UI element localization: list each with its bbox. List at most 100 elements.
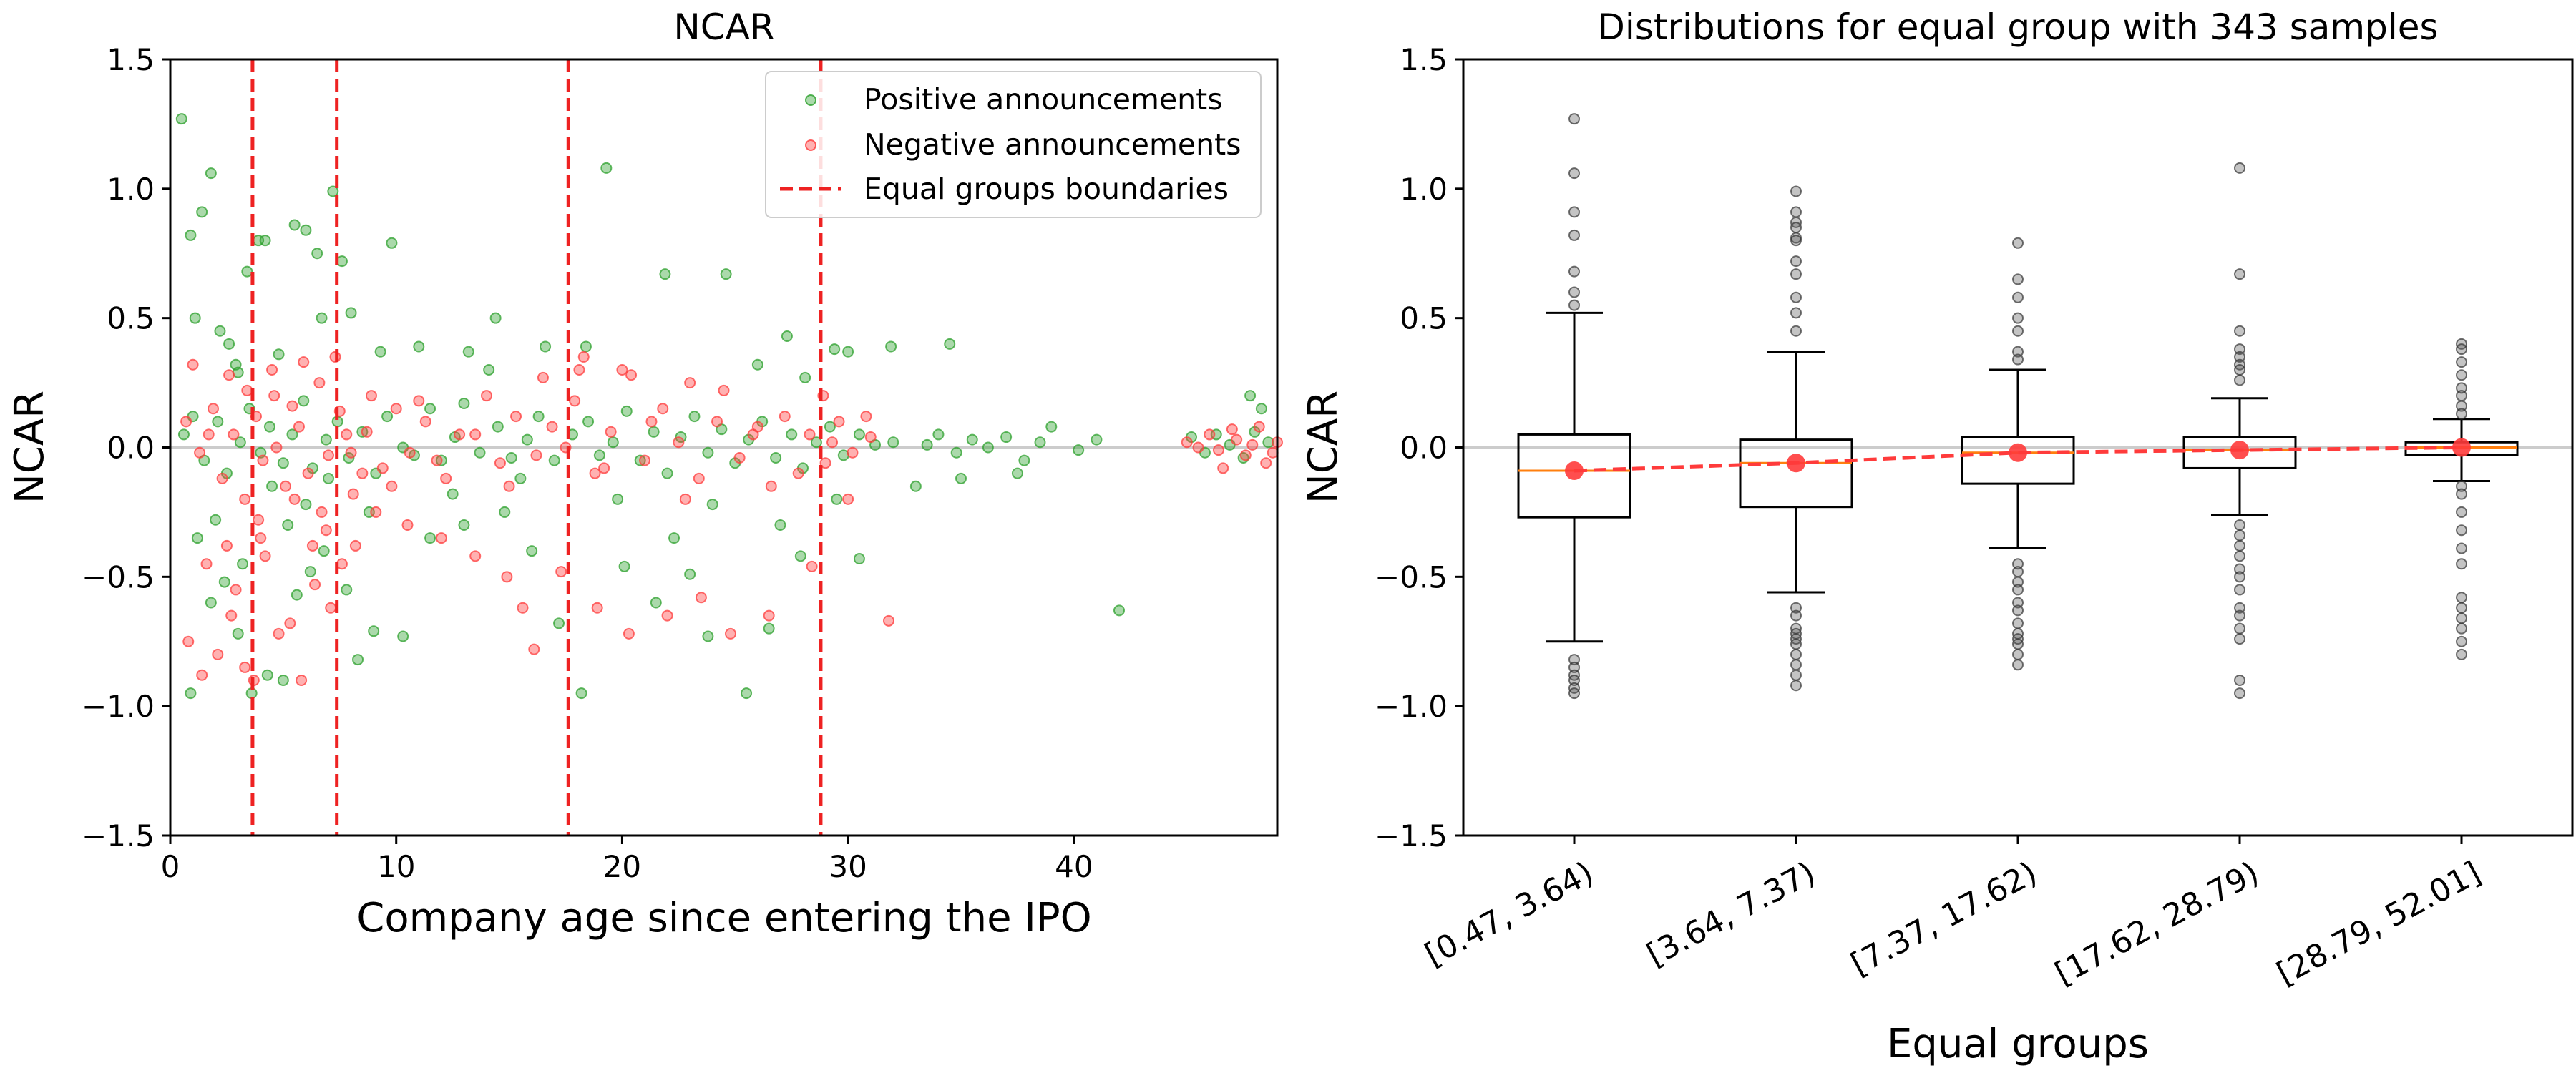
negative-announcement-point [1239,449,1252,461]
box-outlier-point [1790,680,1802,692]
box-outlier-point [2456,592,2467,604]
positive-announcement-point [205,597,217,609]
legend: Positive announcements Negative announce… [765,71,1262,218]
box-outlier-point [2456,356,2467,368]
legend-label-negative: Negative announcements [864,127,1241,162]
negative-announcement-point [806,560,818,572]
positive-announcement-point [741,687,753,700]
negative-announcement-point [341,428,353,441]
positive-announcement-point [553,617,565,629]
negative-announcement-point [1217,462,1229,474]
y-tick-label: 1.0 [107,172,155,207]
legend-marker-positive [805,94,816,106]
positive-announcement-point [263,421,275,433]
negative-announcement-point [349,539,361,552]
box-outlier-point [2456,612,2467,624]
positive-announcement-point [612,493,624,505]
negative-announcement-point [298,356,310,368]
right-chart-title: Distributions for equal group with 343 s… [1597,6,2438,48]
box-outlier-point [2012,584,2024,596]
negative-announcement-point [187,358,199,371]
box-outlier-point [2012,325,2024,337]
positive-announcement-point [763,622,775,635]
box-outlier-point [2456,390,2467,402]
negative-announcement-point [257,454,269,466]
right-y-axis-label: NCAR [1300,391,1347,504]
negative-announcement-point [1226,423,1238,436]
positive-announcement-point [492,421,504,433]
positive-announcement-point [1113,604,1125,617]
positive-announcement-point [853,428,865,441]
negative-announcement-point [864,431,877,444]
box-outlier-point [1790,325,1802,337]
negative-announcement-point [826,436,839,449]
positive-announcement-point [205,167,217,180]
positive-announcement-point [842,346,854,358]
negative-announcement-point [361,426,373,438]
negative-announcement-point [1181,436,1193,449]
positive-announcement-point [300,499,312,511]
negative-announcement-point [494,457,506,469]
negative-announcement-point [309,579,321,591]
negative-announcement-point [546,421,558,433]
positive-announcement-point [210,514,222,526]
negative-announcement-point [419,416,431,428]
positive-announcement-point [921,438,933,451]
positive-announcement-point [424,532,436,544]
negative-announcement-point [598,462,610,474]
negative-announcement-point [616,364,628,376]
positive-announcement-point [668,532,680,544]
box-outlier-point [1568,654,1580,666]
y-tick-label: −1.0 [1375,689,1448,724]
box-outlier-point [2012,659,2024,671]
positive-announcement-point [374,346,386,358]
negative-announcement-point [503,480,515,492]
box-outlier-point [2234,622,2245,635]
x-tick-label: 20 [603,849,641,884]
mean-trend-line [1574,446,2462,473]
negative-announcement-point [203,428,215,441]
positive-announcement-point [932,428,945,441]
negative-announcement-point [623,627,635,640]
negative-announcement-point [253,514,265,526]
box-outlier-point [2234,529,2245,542]
box-outlier-point [2234,374,2245,386]
box-iqr [1961,436,2075,485]
negative-announcement-point [528,643,540,655]
negative-announcement-point [316,506,328,518]
box-outlier-point [2012,638,2024,650]
box-iqr [2182,436,2297,469]
negative-announcement-point [573,364,585,376]
negative-announcement-point [220,539,233,552]
box-outlier-point [2234,675,2245,686]
positive-announcement-point [620,405,633,417]
box-outlier-point [2012,291,2024,303]
negative-announcement-point [431,454,443,466]
box-outlier-point [1790,235,1802,247]
positive-announcement-point [770,451,782,464]
negative-announcement-point [239,661,251,673]
negative-announcement-point [207,403,219,415]
positive-announcement-point [386,237,398,249]
positive-announcement-point [794,550,806,562]
negative-announcement-point [882,614,894,627]
positive-announcement-point [526,545,538,557]
box-outlier-point [1568,299,1580,311]
x-tick-label: 40 [1055,849,1093,884]
negative-announcement-point [273,627,285,640]
positive-announcement-point [474,446,486,459]
box-outlier-point [2456,488,2467,500]
negative-announcement-point [537,371,549,383]
negative-announcement-point [216,472,228,484]
box-outlier-point [2234,268,2245,280]
positive-announcement-point [1244,390,1257,402]
positive-announcement-point [320,433,332,446]
positive-announcement-point [1045,421,1058,433]
left-y-axis-label: NCAR [6,391,53,504]
right-chart: Distributions for equal group with 343 s… [1300,6,2574,1067]
negative-announcement-point [842,493,854,505]
box-outlier-point [2234,364,2245,376]
negative-announcement-point [454,428,466,441]
box-outlier-point [2012,558,2024,570]
negative-announcement-point [517,602,529,614]
